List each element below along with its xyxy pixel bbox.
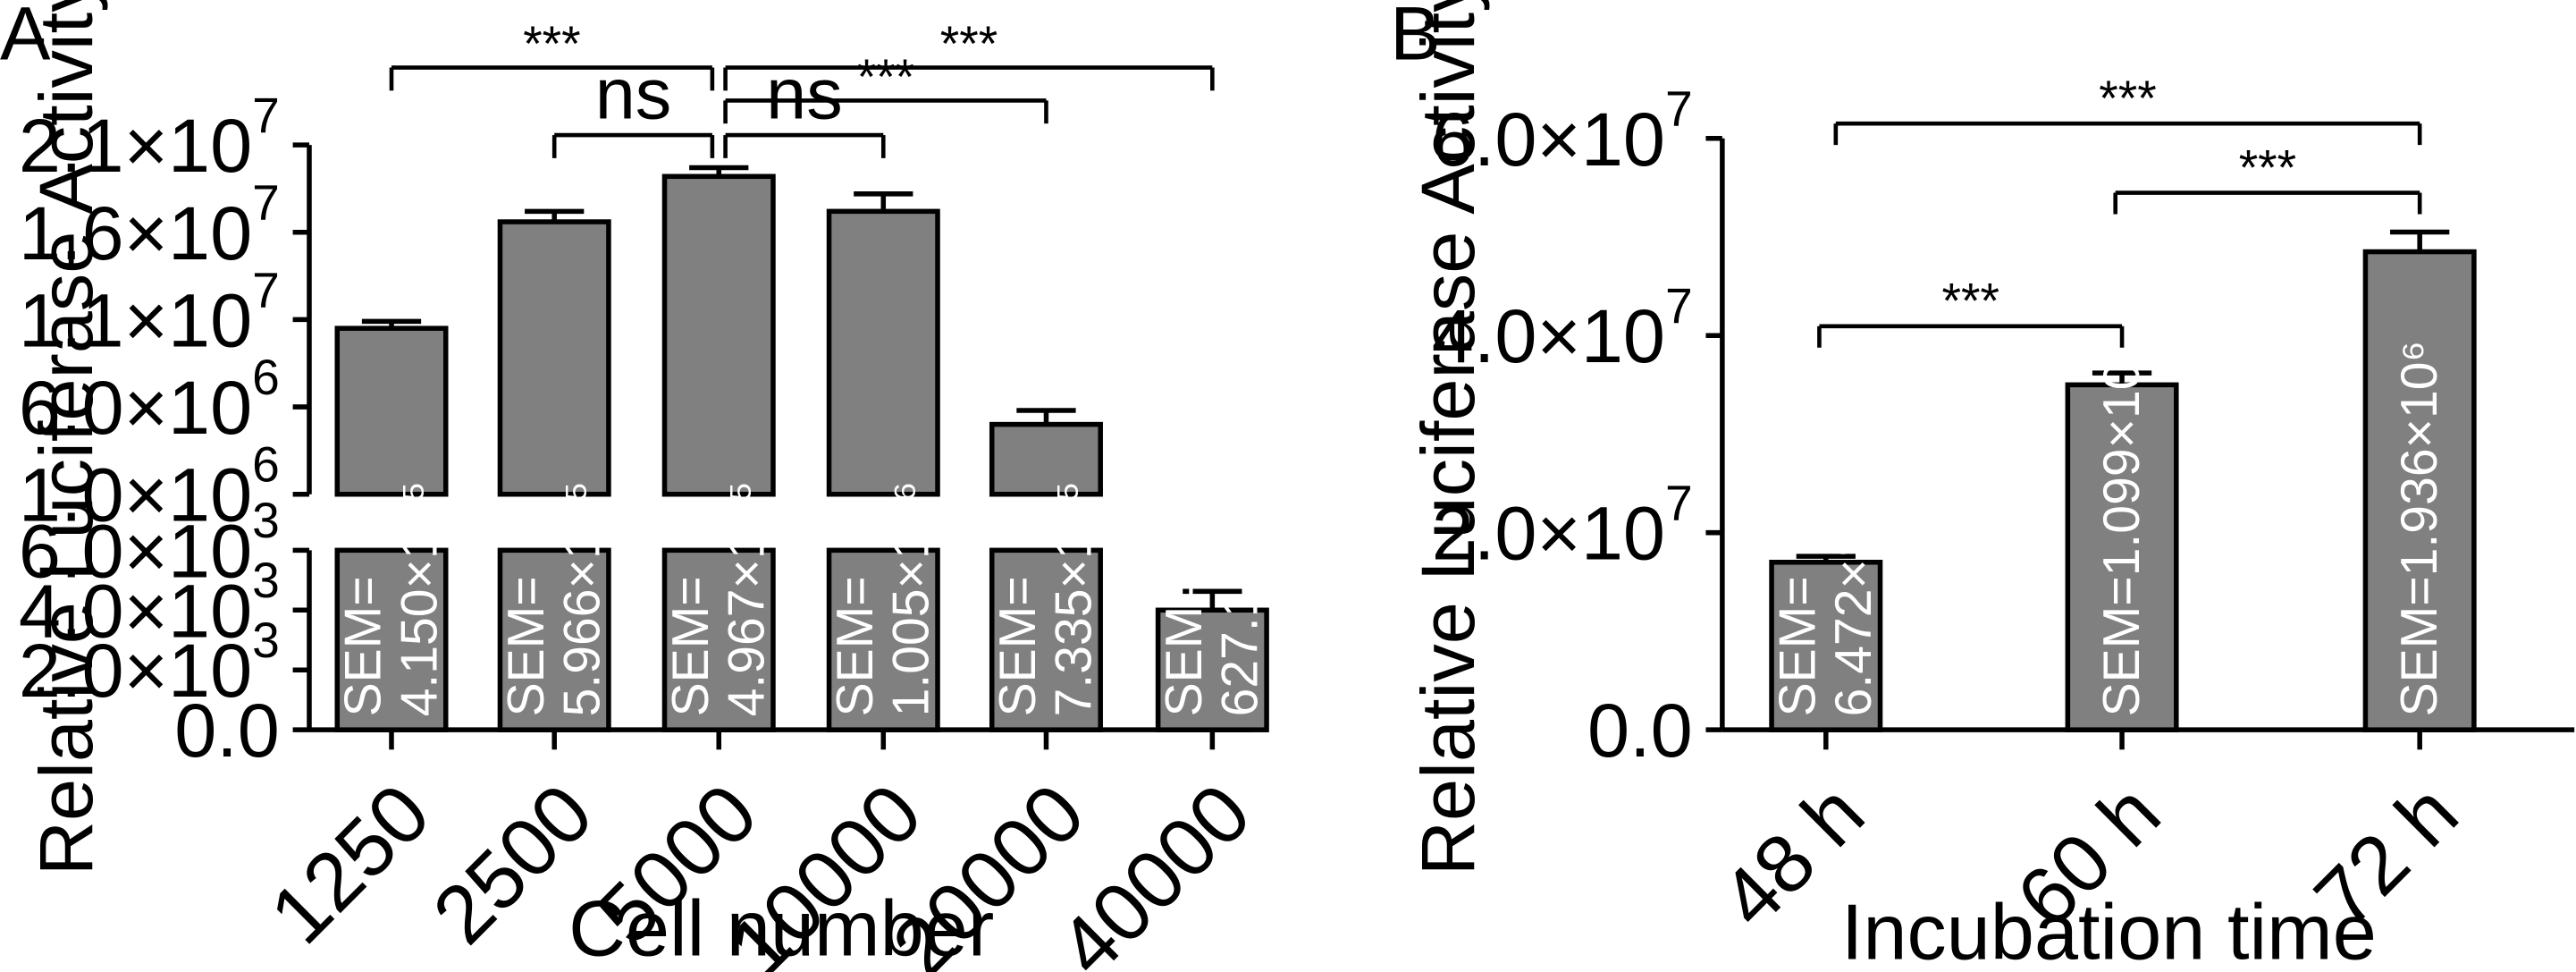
y-tick-label: 6.0×106 xyxy=(19,350,280,450)
y-axis-title: Relative Luciferase Activity xyxy=(23,0,108,875)
y-axis-title: Relative Luciferase Activity xyxy=(1405,0,1490,875)
x-axis-title: Incubation time xyxy=(1841,887,2377,972)
y-tick-label: 1.0×106 xyxy=(19,437,280,537)
sem-label: SEM= xyxy=(1156,576,1213,716)
y-tick-label: 2.1×107 xyxy=(19,88,280,188)
x-axis-title: Cell number xyxy=(568,884,994,972)
y-tick-label: 4.0×103 xyxy=(19,553,280,653)
y-tick-label: 0.0 xyxy=(174,688,280,773)
sem-label: SEM= xyxy=(1770,576,1827,716)
sem-label: 4.150×10⁵ xyxy=(391,481,448,716)
x-tick-label: 1250 xyxy=(253,766,448,961)
sem-label: SEM= xyxy=(827,576,884,716)
bar-lower xyxy=(661,547,776,732)
bar-lower xyxy=(989,547,1103,732)
sem-label: 4.967×10⁵ xyxy=(719,481,776,716)
significance-label: *** xyxy=(523,16,580,72)
sem-label: SEM= xyxy=(662,576,720,716)
bar-upper xyxy=(497,219,611,497)
bar-upper xyxy=(826,208,940,497)
y-tick-label: 6.0×103 xyxy=(19,493,280,593)
significance-label: *** xyxy=(2239,139,2296,195)
sem-label: 7.335×10⁵ xyxy=(1046,481,1103,716)
significance-label: *** xyxy=(940,16,998,72)
sem-label: SEM= xyxy=(498,576,555,716)
y-tick-label: 4.0×107 xyxy=(1432,278,1693,378)
x-tick-label: 40000 xyxy=(1041,766,1268,972)
panel-label-b: B xyxy=(1390,0,1440,75)
sem-label: SEM=1.099×10⁶ xyxy=(2093,341,2151,716)
bar-upper xyxy=(661,173,776,497)
bar-upper xyxy=(334,325,449,497)
significance-label: ns xyxy=(595,55,672,135)
y-tick-label: 2.0×107 xyxy=(1432,476,1693,576)
y-tick-label: 6.0×107 xyxy=(1432,81,1693,182)
sem-label: SEM= xyxy=(989,576,1047,716)
significance-label: *** xyxy=(857,49,914,105)
y-tick-label: 2.0×103 xyxy=(19,613,280,713)
y-tick-label: 1.1×107 xyxy=(19,262,280,362)
y-tick-label: 1.6×107 xyxy=(19,175,280,275)
significance-label: *** xyxy=(2099,71,2156,126)
sem-label: 627.1 xyxy=(1212,589,1269,717)
sem-label: 5.966×10⁵ xyxy=(554,481,611,716)
bar-lower xyxy=(497,547,611,732)
significance-label: *** xyxy=(1942,274,1999,329)
y-tick-label: 0.0 xyxy=(1587,688,1693,773)
sem-label: 1.005×10⁶ xyxy=(883,481,940,716)
sem-label: 6.472×10⁵ xyxy=(1825,481,1882,716)
sem-label: SEM= xyxy=(335,576,392,716)
panel-label-a: A xyxy=(0,0,51,75)
sem-label: SEM=1.936×10⁶ xyxy=(2391,341,2448,716)
